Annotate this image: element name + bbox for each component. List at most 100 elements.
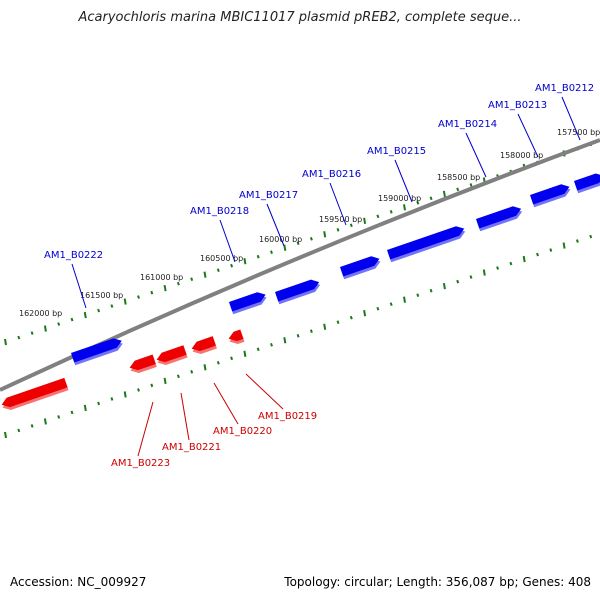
- lower-track-tick: [549, 248, 553, 252]
- upper-track-tick: [70, 317, 74, 322]
- lower-track-tick: [363, 310, 367, 317]
- reverse-gene-arrow: [156, 345, 188, 366]
- upper-track-tick: [469, 183, 473, 187]
- label-layer: 157500 bp 158000 bp 158500 bp 159000 bp 1595…: [19, 83, 600, 469]
- lower-track-tick: [203, 364, 207, 371]
- upper-track-tick: [57, 322, 61, 326]
- lower-track-tick: [323, 323, 327, 330]
- position-tick-label: 158500 bp: [437, 173, 480, 182]
- forward-gene-arrow: [387, 226, 466, 263]
- position-tick-label: 161500 bp: [80, 291, 123, 300]
- upper-track-tick: [363, 217, 367, 224]
- upper-track-tick: [416, 201, 420, 205]
- lower-track-tick: [456, 279, 460, 284]
- forward-gene-label: AM1_B0217: [239, 190, 298, 201]
- map-title: Acaryochloris marina MBIC11017 plasmid p…: [78, 10, 522, 25]
- lower-track-tick: [336, 320, 340, 325]
- position-tick-label: 162000 bp: [19, 309, 62, 318]
- lower-track-tick: [283, 337, 287, 344]
- upper-track-tick: [43, 325, 47, 332]
- upper-track-tick: [83, 311, 87, 319]
- forward-gene-label: AM1_B0215: [367, 146, 426, 157]
- lower-track-tick: [4, 431, 7, 439]
- upper-track-tick: [137, 295, 140, 299]
- lower-track-tick: [57, 415, 61, 419]
- accession-text: Accession: NC_009927: [10, 575, 147, 589]
- lower-track-tick: [83, 404, 87, 412]
- lower-track-tick: [536, 252, 539, 257]
- lower-track-tick: [30, 424, 34, 428]
- upper-track-tick: [296, 241, 300, 246]
- position-tick-label: 160500 bp: [200, 254, 243, 263]
- upper-track-tick: [176, 281, 180, 286]
- lower-track-tick: [176, 374, 180, 379]
- upper-track-tick: [203, 271, 207, 278]
- forward-gene-arrow-body: [574, 173, 600, 191]
- forward-gene-arrow-body: [71, 338, 122, 363]
- lower-track-tick: [190, 370, 194, 374]
- reverse-gene-arrow: [191, 336, 217, 355]
- forward-gene-arrow: [530, 184, 571, 208]
- lower-track-tick: [123, 391, 127, 398]
- lower-track-tick: [256, 347, 260, 352]
- reverse-gene-label: AM1_B0221: [162, 442, 221, 453]
- forward-gene-leader: [465, 132, 487, 178]
- reverse-gene-arrow-body: [129, 354, 156, 371]
- forward-gene-arrow: [229, 292, 267, 315]
- forward-gene-arrow: [71, 338, 123, 366]
- stats-text: Topology: circular; Length: 356,087 bp; …: [284, 575, 591, 589]
- lower-track-tick: [163, 377, 167, 385]
- reverse-gene-leader: [245, 373, 284, 410]
- reverse-gene-label: AM1_B0220: [213, 426, 272, 437]
- lower-track-tick: [589, 234, 593, 239]
- upper-track-tick: [270, 250, 273, 255]
- upper-track-tick: [376, 214, 380, 219]
- upper-track-tick: [97, 308, 101, 313]
- reverse-gene-label: AM1_B0219: [258, 411, 317, 422]
- position-tick-label: 160000 bp: [259, 235, 302, 244]
- position-tick-label: 159000 bp: [378, 194, 421, 203]
- upper-track-tick: [323, 231, 327, 238]
- forward-gene-arrow-body: [340, 256, 380, 277]
- forward-gene-label: AM1_B0212: [535, 83, 594, 94]
- position-tick-label: 159500 bp: [319, 215, 362, 224]
- lower-track-tick: [442, 282, 446, 290]
- forward-gene-label: AM1_B0214: [438, 119, 497, 130]
- reverse-gene-arrow: [1, 377, 69, 411]
- forward-gene-arrow: [340, 256, 381, 280]
- lower-track-tick: [482, 269, 486, 276]
- forward-gene-label: AM1_B0218: [190, 206, 249, 217]
- lower-track-tick: [150, 383, 154, 388]
- forward-gene-leader: [71, 263, 87, 309]
- upper-track-tick: [283, 244, 287, 251]
- lower-track-tick: [230, 356, 234, 361]
- forward-gene-arrow-body: [476, 206, 522, 229]
- reverse-gene-arrow: [129, 354, 157, 374]
- lower-track-tick: [376, 306, 380, 311]
- position-tick-label: 158000 bp: [500, 151, 543, 160]
- reverse-gene-leader: [137, 401, 154, 457]
- lower-track-tick: [509, 261, 513, 266]
- lower-track-tick: [429, 288, 433, 293]
- lower-track-tick: [403, 296, 406, 303]
- reverse-gene-arrow: [228, 329, 245, 345]
- lower-track-tick: [575, 239, 579, 243]
- forward-gene-arrow-body: [530, 184, 570, 205]
- position-tick-label: 161000 bp: [140, 273, 183, 282]
- upper-track-tick: [216, 268, 220, 272]
- reverse-gene-leader: [180, 392, 190, 441]
- upper-track-tick: [4, 338, 7, 346]
- upper-track-tick: [17, 335, 21, 340]
- lower-track-tick: [243, 350, 247, 357]
- forward-gene-leader: [394, 159, 413, 203]
- upper-track-tick: [110, 304, 114, 308]
- lower-track-tick: [110, 397, 114, 401]
- gene-layer: [1, 173, 600, 411]
- lower-track-tick: [216, 361, 220, 365]
- upper-track-tick: [429, 196, 433, 201]
- upper-track-tick: [403, 204, 406, 211]
- reverse-gene-arrow-body: [1, 377, 68, 408]
- upper-track-tick: [150, 290, 154, 295]
- forward-gene-label: AM1_B0222: [44, 250, 103, 261]
